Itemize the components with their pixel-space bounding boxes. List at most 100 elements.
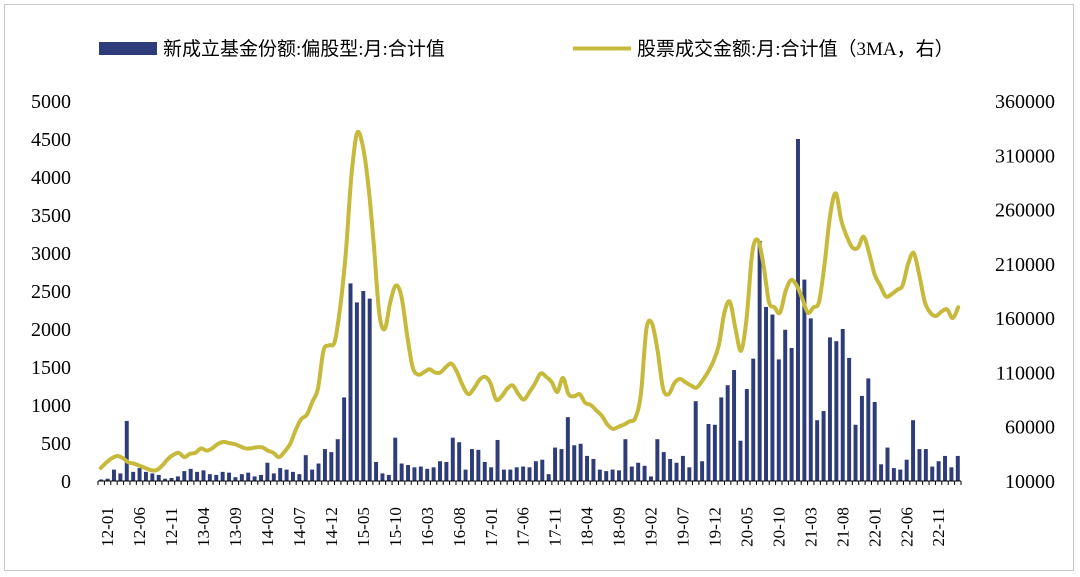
bar bbox=[943, 455, 948, 481]
bar bbox=[105, 478, 110, 481]
bar bbox=[815, 420, 820, 481]
bar bbox=[406, 465, 411, 481]
bar bbox=[111, 469, 116, 481]
x-tick-label: 22-06 bbox=[897, 507, 916, 547]
bar bbox=[565, 417, 570, 481]
x-tick-label: 17-11 bbox=[546, 507, 565, 546]
bar bbox=[214, 474, 219, 481]
bar bbox=[629, 466, 634, 481]
bar bbox=[431, 467, 436, 481]
bar bbox=[732, 370, 737, 481]
bar bbox=[693, 401, 698, 481]
left-tick-label: 5000 bbox=[31, 91, 71, 113]
bar bbox=[636, 462, 641, 481]
bar bbox=[425, 468, 430, 481]
x-tick-label: 18-09 bbox=[610, 507, 629, 547]
bar bbox=[335, 439, 340, 481]
bar bbox=[923, 449, 928, 481]
bar bbox=[233, 477, 238, 481]
bar bbox=[265, 462, 270, 481]
bar bbox=[348, 283, 353, 481]
x-tick-label: 22-11 bbox=[929, 507, 948, 546]
x-tick-label: 15-10 bbox=[386, 507, 405, 547]
x-tick-label: 19-12 bbox=[705, 507, 724, 547]
bar bbox=[361, 291, 366, 481]
x-tick-label: 14-12 bbox=[322, 507, 341, 547]
x-tick-label: 20-10 bbox=[769, 507, 788, 547]
bar bbox=[310, 469, 315, 481]
bar bbox=[610, 469, 615, 481]
x-tick-label: 19-02 bbox=[642, 507, 661, 547]
bar bbox=[412, 467, 417, 481]
bar bbox=[834, 341, 839, 481]
bar bbox=[418, 466, 423, 481]
bar bbox=[322, 449, 327, 481]
bar bbox=[623, 439, 628, 481]
x-tick-label: 16-08 bbox=[450, 507, 469, 547]
bar bbox=[169, 477, 174, 481]
legend-bar-swatch bbox=[99, 42, 157, 55]
right-tick-label: 60000 bbox=[1005, 417, 1055, 439]
bar bbox=[668, 458, 673, 481]
bar bbox=[719, 397, 724, 481]
x-tick-label: 20-05 bbox=[737, 507, 756, 547]
left-tick-label: 500 bbox=[41, 433, 71, 455]
bar bbox=[457, 442, 462, 481]
bar bbox=[789, 348, 794, 481]
bar bbox=[501, 469, 506, 481]
bar bbox=[246, 472, 251, 481]
legend-line-label: 股票成交金额:月:合计值（3MA，右） bbox=[637, 38, 954, 60]
bar bbox=[380, 473, 385, 481]
x-axis: 12-01 12-06 12-11 13-04 13-09 14-02 14-07 14-12… bbox=[97, 480, 962, 547]
bar bbox=[137, 468, 142, 481]
bar bbox=[118, 473, 123, 481]
x-tick-label: 12-01 bbox=[98, 507, 117, 547]
x-tick-label: 19-07 bbox=[674, 507, 693, 547]
bar bbox=[374, 462, 379, 481]
bar bbox=[175, 476, 180, 481]
bar bbox=[949, 467, 954, 481]
bar bbox=[533, 461, 538, 481]
bar bbox=[827, 337, 832, 481]
right-tick-label: 110000 bbox=[996, 362, 1055, 384]
bar bbox=[489, 467, 494, 481]
bar bbox=[808, 318, 813, 481]
bar bbox=[163, 478, 168, 481]
left-tick-label: 3500 bbox=[31, 205, 71, 227]
bar bbox=[438, 461, 442, 481]
bar bbox=[770, 314, 775, 481]
x-tick-label: 17-01 bbox=[482, 507, 501, 547]
right-tick-label: 260000 bbox=[995, 200, 1055, 222]
bar bbox=[687, 467, 692, 481]
right-tick-label: 360000 bbox=[995, 91, 1055, 113]
bar bbox=[201, 470, 206, 481]
bar bbox=[642, 465, 647, 481]
bar bbox=[508, 469, 513, 481]
bar bbox=[188, 468, 193, 481]
left-tick-label: 1500 bbox=[31, 357, 71, 379]
bar bbox=[725, 385, 730, 481]
left-tick-label: 2000 bbox=[31, 319, 71, 341]
bar bbox=[578, 443, 583, 481]
bar bbox=[930, 466, 935, 481]
bar bbox=[297, 474, 302, 481]
bar bbox=[680, 455, 685, 481]
chart-frame: 新成立基金份额:偏股型:月:合计值 股票成交金额:月:合计值（3MA，右） 0 5… bbox=[4, 4, 1074, 571]
left-tick-label: 2500 bbox=[31, 281, 71, 303]
right-tick-label: 10000 bbox=[1005, 471, 1055, 493]
bar bbox=[840, 329, 845, 481]
bar bbox=[879, 464, 884, 481]
bar bbox=[252, 476, 257, 481]
bar bbox=[527, 467, 532, 481]
bar bbox=[700, 461, 705, 481]
legend-bar-label: 新成立基金份额:偏股型:月:合计值 bbox=[163, 38, 445, 60]
bar bbox=[259, 474, 263, 481]
bar bbox=[386, 474, 391, 481]
bar bbox=[738, 440, 743, 481]
bar bbox=[303, 455, 308, 481]
bar bbox=[143, 471, 148, 481]
bar bbox=[936, 461, 941, 481]
bar bbox=[124, 420, 129, 481]
left-tick-label: 0 bbox=[61, 471, 71, 493]
bar bbox=[495, 439, 500, 481]
